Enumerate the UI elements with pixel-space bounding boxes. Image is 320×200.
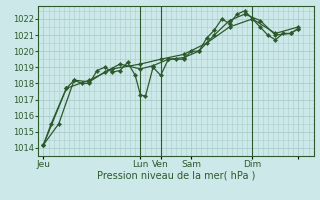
X-axis label: Pression niveau de la mer( hPa ): Pression niveau de la mer( hPa ) <box>97 171 255 181</box>
